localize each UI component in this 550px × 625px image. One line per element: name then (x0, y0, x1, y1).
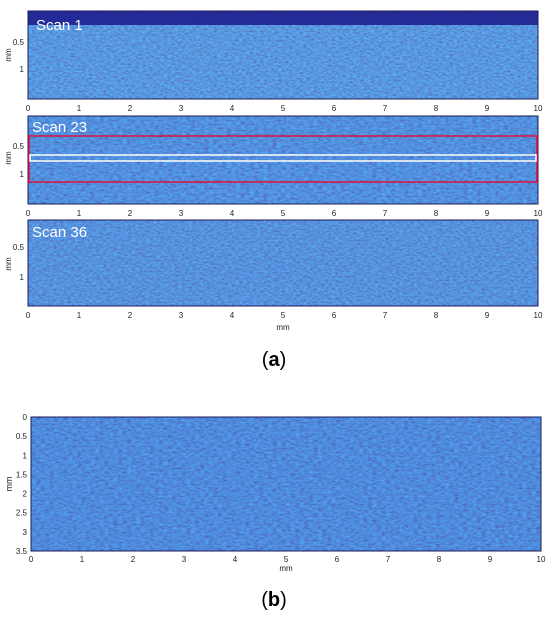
scan-23-frame (27, 115, 539, 205)
panel-b-x-tick-9: 9 (488, 555, 493, 564)
scan-36-x-tick-4: 4 (230, 311, 235, 320)
scan-36-label: Scan 36 (32, 224, 87, 241)
scan-23-x-tick-5: 5 (281, 209, 286, 218)
scan-1-x-tick-9: 9 (485, 104, 490, 113)
scan-36-x-tick-7: 7 (383, 311, 388, 320)
panel-b: mm 0 0.5 1 1.5 2 2.5 3 3.5 0 1 2 3 4 5 6 7 8 9 10 mm (4, 413, 546, 573)
panel-b-y-tick-2.5: 2.5 (16, 509, 28, 518)
panel-b-x-tick-0: 0 (29, 555, 34, 564)
panel-b-x-ticks: 0 1 2 3 4 5 6 7 8 9 10 (29, 555, 546, 564)
panel-b-y-tick-0.5: 0.5 (16, 432, 28, 441)
scan-23-x-tick-0: 0 (26, 209, 31, 218)
panel-b-y-tick-1.5: 1.5 (16, 470, 28, 479)
scan-23-panel: Scan 23 0.5 1 mm 0 1 2 3 4 5 6 7 8 9 10 (4, 115, 543, 218)
scan-23-y-tick-1: 1 (20, 170, 25, 179)
scan-36-x-label: mm (276, 323, 290, 332)
scan-23-x-tick-1: 1 (77, 209, 82, 218)
panel-b-y-tick-3: 3 (23, 528, 28, 537)
scan-1-y-tick-0: 0.5 (13, 38, 25, 47)
scan-23-x-tick-7: 7 (383, 209, 388, 218)
scan-23-y-label: mm (4, 151, 13, 165)
scan-36-y-label: mm (4, 257, 13, 271)
scan-23-x-tick-9: 9 (485, 209, 490, 218)
scan-36-x-tick-5: 5 (281, 311, 286, 320)
panel-b-x-tick-1: 1 (80, 555, 85, 564)
panel-b-y-tick-3.5: 3.5 (16, 547, 28, 556)
scan-23-label: Scan 23 (32, 119, 87, 136)
scan-1-frame (27, 10, 539, 100)
scan-23-x-ticks: 0 1 2 3 4 5 6 7 8 9 10 (26, 209, 543, 218)
panel-b-x-tick-3: 3 (182, 555, 187, 564)
scan-23-y-tick-0: 0.5 (13, 142, 25, 151)
scan-1-x-tick-6: 6 (332, 104, 337, 113)
scan-23-white-line (29, 154, 537, 162)
scan-1-dark-top-band (28, 11, 538, 25)
scan-36-x-ticks: 0 1 2 3 4 5 6 7 8 9 10 (26, 311, 543, 320)
scan-1-x-tick-2: 2 (128, 104, 133, 113)
caption-b: (b) (261, 589, 287, 611)
scan-1-x-tick-0: 0 (26, 104, 31, 113)
panel-b-y-tick-0: 0 (23, 413, 28, 422)
scan-1-y-tick-1: 1 (20, 65, 25, 74)
scan-36-frame (27, 219, 539, 307)
scan-36-x-tick-1: 1 (77, 311, 82, 320)
scan-1-x-tick-4: 4 (230, 104, 235, 113)
scan-36-y-tick-1: 1 (20, 273, 25, 282)
scan-36-x-tick-0: 0 (26, 311, 31, 320)
scan-1-x-tick-3: 3 (179, 104, 184, 113)
scan-1-x-tick-5: 5 (281, 104, 286, 113)
panel-b-x-tick-6: 6 (335, 555, 340, 564)
panel-b-y-ticks: 0 0.5 1 1.5 2 2.5 3 3.5 (16, 413, 28, 556)
scan-36-x-tick-2: 2 (128, 311, 133, 320)
scan-1-x-tick-8: 8 (434, 104, 439, 113)
panel-b-x-tick-2: 2 (131, 555, 136, 564)
panel-b-x-tick-10: 10 (537, 555, 546, 564)
panel-b-x-tick-4: 4 (233, 555, 238, 564)
scan-23-x-tick-6: 6 (332, 209, 337, 218)
scan-1-label: Scan 1 (36, 17, 83, 34)
scan-36-x-tick-3: 3 (179, 311, 184, 320)
scan-1-x-ticks: 0 1 2 3 4 5 6 7 8 9 10 (26, 104, 543, 113)
scan-1-x-tick-1: 1 (77, 104, 82, 113)
scan-1-y-label: mm (4, 48, 13, 62)
scan-23-x-tick-4: 4 (230, 209, 235, 218)
scan-1-x-tick-7: 7 (383, 104, 388, 113)
scan-36-y-tick-0: 0.5 (13, 243, 25, 252)
scan-36-x-tick-10: 10 (534, 311, 543, 320)
scan-1-x-tick-10: 10 (534, 104, 543, 113)
panel-b-x-tick-5: 5 (284, 555, 289, 564)
scan-23-x-tick-2: 2 (128, 209, 133, 218)
panel-b-x-tick-8: 8 (437, 555, 442, 564)
panel-b-x-tick-7: 7 (386, 555, 391, 564)
scan-23-x-tick-10: 10 (534, 209, 543, 218)
scan-23-red-region (28, 135, 538, 183)
panel-b-frame (30, 416, 542, 552)
scan-36-x-tick-8: 8 (434, 311, 439, 320)
panel-b-x-label: mm (279, 564, 293, 573)
scan-36-panel: Scan 36 0.5 1 mm 0 1 2 3 4 5 6 7 8 9 10 mm (4, 219, 543, 332)
scan-36-x-tick-9: 9 (485, 311, 490, 320)
scan-23-x-tick-3: 3 (179, 209, 184, 218)
scan-23-x-tick-8: 8 (434, 209, 439, 218)
panel-b-y-tick-2: 2 (23, 490, 28, 499)
scan-1-panel: Scan 1 0.5 1 mm 0 1 2 3 4 5 6 7 8 9 10 (4, 10, 543, 113)
panel-b-y-tick-1: 1 (23, 451, 28, 460)
panel-b-y-label: mm (4, 477, 14, 492)
caption-a: (a) (262, 349, 286, 371)
scan-36-x-tick-6: 6 (332, 311, 337, 320)
